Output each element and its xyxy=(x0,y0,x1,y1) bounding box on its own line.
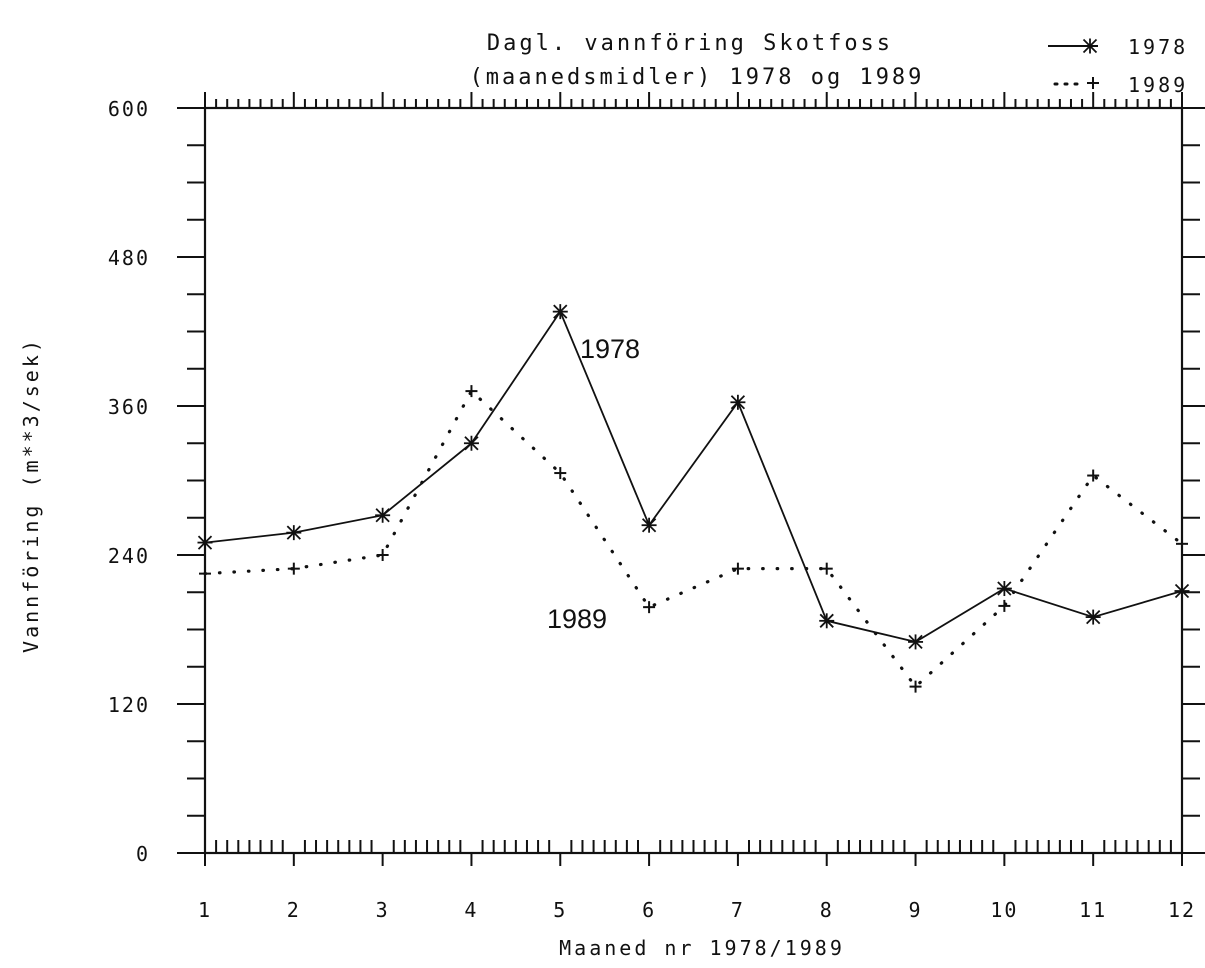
legend: 1978 1989 xyxy=(1048,35,1188,97)
x-tick-label: 2 xyxy=(287,898,301,922)
data-point-1989 xyxy=(909,680,922,693)
y-tick-label: 0 xyxy=(136,842,150,866)
y-tick-labels: 0 120 240 360 480 600 xyxy=(108,97,150,866)
data-point-1978 xyxy=(641,517,657,533)
plot-frame xyxy=(203,106,1184,855)
x-axis-label: Maaned nr 1978/1989 xyxy=(559,936,845,960)
data-point-1989 xyxy=(998,599,1011,612)
axis-ticks xyxy=(177,92,1205,866)
data-point-1978 xyxy=(730,394,746,410)
legend-entry-1989: 1989 xyxy=(1053,73,1188,97)
chart-subtitle: (maanedsmidler) 1978 og 1989 xyxy=(470,65,925,90)
x-tick-label: 5 xyxy=(553,898,567,922)
legend-label-1978: 1978 xyxy=(1128,35,1188,59)
data-point-1989 xyxy=(1087,469,1100,482)
plot-border xyxy=(203,106,1184,855)
data-point-1978 xyxy=(197,535,213,551)
x-tick-label: 8 xyxy=(820,898,834,922)
series-line-1978 xyxy=(204,309,1183,643)
data-point-1989 xyxy=(465,385,478,398)
series-markers xyxy=(197,304,1190,693)
x-tick-label: 7 xyxy=(731,898,745,922)
y-axis-label: Vannföring (m**3/sek) xyxy=(19,337,43,653)
legend-entry-1978: 1978 xyxy=(1048,35,1188,59)
series-line-1989 xyxy=(203,388,1184,689)
x-tick-label: 12 xyxy=(1168,898,1196,922)
legend-label-1989: 1989 xyxy=(1128,73,1188,97)
legend-marker-1978 xyxy=(1082,38,1098,54)
x-tick-label: 4 xyxy=(464,898,478,922)
series-annotation-1989: 1989 xyxy=(547,604,607,634)
data-point-1989 xyxy=(820,562,833,575)
x-tick-label: 11 xyxy=(1079,898,1107,922)
data-point-1978 xyxy=(1085,609,1101,625)
y-tick-label: 360 xyxy=(108,395,150,419)
data-point-1978 xyxy=(1174,583,1190,599)
x-tick-label: 10 xyxy=(990,898,1018,922)
legend-marker-1989 xyxy=(1087,77,1099,89)
x-tick-label: 9 xyxy=(909,898,923,922)
x-tick-label: 1 xyxy=(198,898,212,922)
data-point-1989 xyxy=(643,601,656,614)
data-point-1978 xyxy=(463,435,479,451)
data-point-1978 xyxy=(375,507,391,523)
series-annotation-1978: 1978 xyxy=(580,334,640,364)
data-point-1989 xyxy=(199,567,211,580)
data-point-1978 xyxy=(286,525,302,541)
data-point-1989 xyxy=(1176,537,1188,550)
legend-asterisk-marker xyxy=(1082,38,1098,54)
legend-plus-marker xyxy=(1087,77,1099,89)
x-tick-label: 3 xyxy=(376,898,390,922)
data-point-1978 xyxy=(819,613,835,629)
x-tick-label: 6 xyxy=(642,898,656,922)
data-point-1978 xyxy=(908,634,924,650)
data-point-1978 xyxy=(552,304,568,320)
y-tick-label: 600 xyxy=(108,97,150,121)
data-point-1989 xyxy=(731,562,744,575)
chart-title: Dagl. vannföring Skotfoss xyxy=(487,31,893,56)
y-tick-label: 480 xyxy=(108,246,150,270)
data-point-1989 xyxy=(554,467,567,480)
data-point-1989 xyxy=(376,549,389,561)
y-tick-label: 240 xyxy=(108,544,150,568)
series-lines xyxy=(203,309,1184,689)
y-tick-label: 120 xyxy=(108,693,150,717)
data-point-1989 xyxy=(287,562,300,575)
x-tick-labels: 1 2 3 4 5 6 7 8 9 10 11 12 xyxy=(198,898,1196,922)
data-point-1978 xyxy=(996,581,1012,597)
